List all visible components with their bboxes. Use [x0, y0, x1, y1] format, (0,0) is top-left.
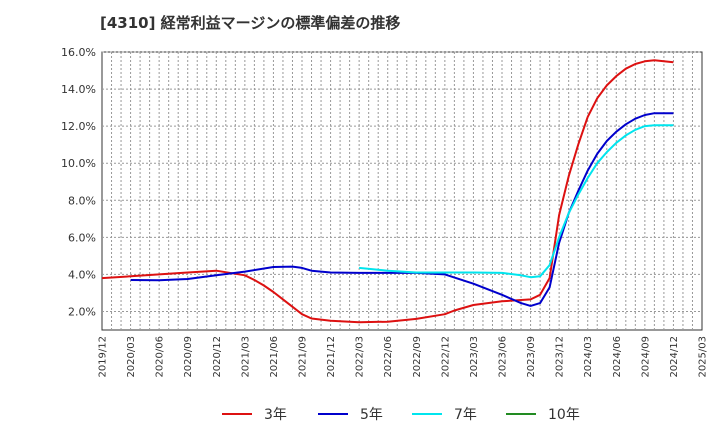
x-tick-label: 2021/12: [326, 336, 337, 378]
x-tick-label: 2019/12: [98, 336, 109, 378]
x-tick-label: 2022/03: [355, 336, 366, 378]
x-tick-label: 2023/09: [526, 336, 537, 378]
y-tick-label: 8.0%: [68, 194, 96, 207]
series-line-3: [359, 124, 674, 279]
x-tick-label: 2020/12: [212, 336, 223, 378]
y-tick-label: 14.0%: [61, 83, 96, 96]
x-tick-label: 2025/03: [698, 336, 709, 378]
y-tick-label: 10.0%: [61, 157, 96, 170]
x-tick-label: 2021/09: [298, 336, 309, 378]
legend-label-1: 3年: [264, 407, 287, 423]
x-tick-label: 2022/12: [440, 336, 451, 378]
x-tick-label: 2020/06: [155, 336, 166, 378]
x-tick-label: 2024/03: [583, 336, 594, 378]
x-tick-label: 2023/03: [469, 336, 480, 378]
x-tick-label: 2024/12: [669, 336, 680, 378]
x-tick-label: 2023/06: [498, 336, 509, 378]
axis-layer: 2.0% 4.0% 6.0% 8.0% 10.0% 12.0% 14.0% 16.0% 2019…: [61, 46, 708, 378]
legend-label-4: 10年: [548, 407, 580, 423]
x-tick-label: 2022/06: [383, 336, 394, 378]
x-tick-label: 2021/03: [240, 336, 251, 378]
x-tick-label: 2024/09: [640, 336, 651, 378]
legend-label-3: 7年: [454, 407, 477, 423]
plot-frame: [101, 51, 703, 331]
x-tick-label: 2020/03: [126, 336, 137, 378]
chart-title: [4310] 経常利益マージンの標準偏差の推移: [100, 14, 401, 32]
series-line-1: [101, 59, 674, 324]
legend: 3年 5年 7年 10年: [222, 407, 580, 423]
y-tick-label: 6.0%: [68, 231, 96, 244]
x-tick-label: 2021/06: [269, 336, 280, 378]
y-tick-label: 2.0%: [68, 305, 96, 318]
grid-layer: [101, 51, 703, 331]
y-tick-label: 12.0%: [61, 120, 96, 133]
legend-label-2: 5年: [360, 407, 383, 423]
x-tick-label: 2020/09: [183, 336, 194, 378]
series-line-2: [130, 112, 674, 307]
x-tick-label: 2022/09: [412, 336, 423, 378]
x-tick-label: 2024/06: [612, 336, 623, 378]
y-tick-label: 16.0%: [61, 46, 96, 59]
y-tick-label: 4.0%: [68, 268, 96, 281]
series-layer: [101, 59, 674, 324]
x-tick-label: 2023/12: [555, 336, 566, 378]
